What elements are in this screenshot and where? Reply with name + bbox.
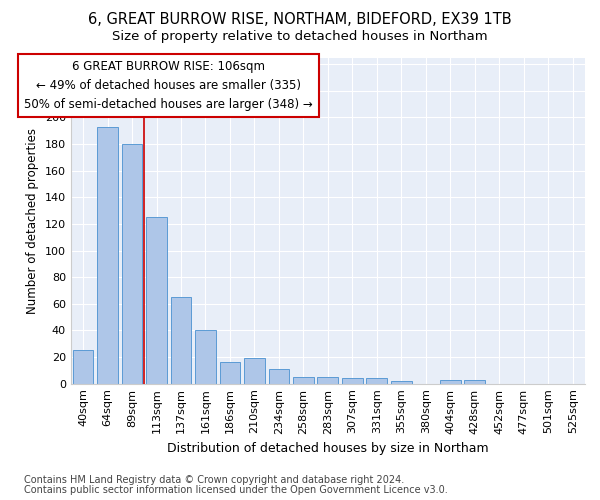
Text: 6 GREAT BURROW RISE: 106sqm
← 49% of detached houses are smaller (335)
50% of se: 6 GREAT BURROW RISE: 106sqm ← 49% of det… [25, 60, 313, 111]
Bar [73, 350, 94, 384]
Bar [244, 358, 265, 384]
Bar [367, 378, 387, 384]
Bar [220, 362, 241, 384]
Bar [391, 381, 412, 384]
Bar [122, 144, 142, 384]
Bar [293, 377, 314, 384]
Text: 6, GREAT BURROW RISE, NORTHAM, BIDEFORD, EX39 1TB: 6, GREAT BURROW RISE, NORTHAM, BIDEFORD,… [88, 12, 512, 28]
Text: Contains HM Land Registry data © Crown copyright and database right 2024.: Contains HM Land Registry data © Crown c… [24, 475, 404, 485]
X-axis label: Distribution of detached houses by size in Northam: Distribution of detached houses by size … [167, 442, 489, 455]
Bar [170, 297, 191, 384]
Bar [146, 218, 167, 384]
Bar [269, 369, 289, 384]
Text: Contains public sector information licensed under the Open Government Licence v3: Contains public sector information licen… [24, 485, 448, 495]
Text: Size of property relative to detached houses in Northam: Size of property relative to detached ho… [112, 30, 488, 43]
Bar [317, 377, 338, 384]
Bar [464, 380, 485, 384]
Bar [195, 330, 216, 384]
Bar [342, 378, 363, 384]
Y-axis label: Number of detached properties: Number of detached properties [26, 128, 39, 314]
Bar [97, 126, 118, 384]
Bar [440, 380, 461, 384]
